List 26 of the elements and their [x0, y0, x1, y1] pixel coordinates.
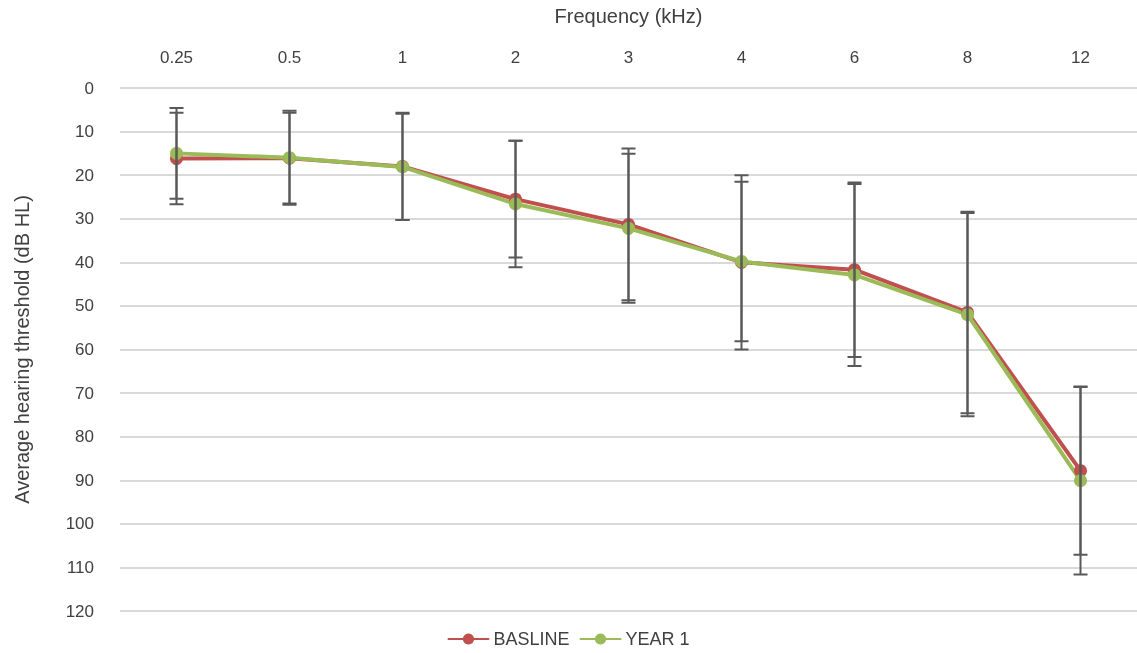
y-tick-label: 100	[65, 514, 94, 534]
y-tick-label: 40	[75, 252, 94, 272]
x-tick-label: 3	[623, 48, 634, 67]
y-tick-label: 120	[65, 601, 94, 621]
y-tick-label: 30	[75, 209, 94, 229]
y-tick-label: 20	[75, 165, 94, 185]
x-tick-label: 1	[397, 48, 408, 67]
y-tick-label: 10	[75, 122, 94, 142]
legend-label: YEAR 1	[625, 629, 690, 649]
x-tick-label: 2	[510, 48, 521, 67]
y-tick-label: 60	[75, 340, 94, 359]
x-tick-label: 0.25	[159, 48, 194, 67]
y-tick-label: 80	[75, 427, 94, 447]
legend-label: BASLINE	[493, 629, 570, 649]
x-axis-title: Frequency (kHz)	[554, 5, 703, 27]
y-tick-label: 110	[66, 557, 94, 577]
y-tick-label: 90	[75, 470, 94, 490]
y-tick-label: 50	[75, 296, 94, 316]
y-tick-label: 70	[75, 383, 94, 403]
y-axis-title: Average hearing threshold (dB HL)	[11, 195, 33, 504]
x-tick-label: 6	[849, 48, 860, 67]
x-tick-label: 0.5	[277, 48, 302, 67]
x-tick-label: 12	[1071, 48, 1090, 67]
x-tick-label: 4	[736, 48, 747, 67]
x-tick-label: 8	[962, 48, 973, 67]
y-tick-label: 0	[84, 78, 94, 98]
